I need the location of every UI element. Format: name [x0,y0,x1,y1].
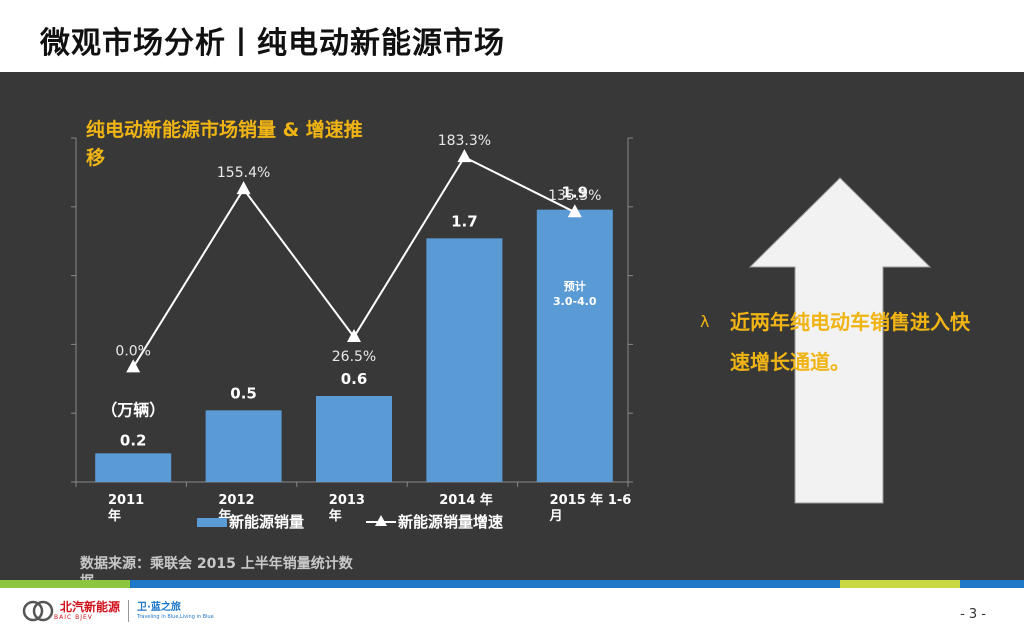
legend-marker-growth [375,515,387,526]
brand-name-en: BAIC BJEV [54,614,93,621]
growth-value-label: 155.4% [217,165,270,181]
slogan: 卫·蓝之旅 [137,602,181,613]
growth-marker-2 [347,328,361,342]
footer-logo: 北汽新能源 BAIC BJEV 卫·蓝之旅 Traveling in Blue,… [22,598,214,624]
logo-divider [128,600,130,622]
growth-up-arrow-icon [748,177,932,504]
growth-marker-1 [236,181,251,195]
legend-label-growth: 新能源销量增速 [398,513,503,531]
bar-value-label: 1.9 [562,184,589,202]
page-number: - 3 - [960,607,986,622]
bar-2 [316,396,392,482]
chart-title-cont: 移 [86,146,105,169]
bar-1 [205,410,282,482]
growth-marker-3 [457,149,472,163]
bullet-marker: λ [700,312,710,331]
x-tick-label: 2013 [329,493,365,508]
forecast-range: 3.0-4.0 [553,295,597,308]
bar-value-label: 0.6 [341,370,368,388]
baic-logo-icon [22,600,54,622]
slide-title: 微观市场分析丨纯电动新能源市场 [40,26,505,61]
forecast-label: 预计 [564,279,586,293]
footer-strip-blue-end [960,580,1024,588]
x-tick-label: 2014 年 [439,492,493,508]
footer-strip-lime [840,580,960,588]
source-note-cont: 据 [80,573,94,580]
growth-value-label: 135.3% [548,188,601,204]
x-tick-label: 月 [549,509,563,524]
x-tick-label: 2015 年 1-6 [550,492,632,508]
key-insight: λ 近两年纯电动车销售进入快速增长通道。 [700,302,970,382]
bar-value-label: 0.5 [230,384,257,402]
bar-3 [426,238,503,482]
growth-marker-0 [126,359,141,373]
unit-label: （万辆） [101,400,165,419]
chart-title: 纯电动新能源市场销量 & 增速推 [86,118,363,141]
bar-value-label: 0.2 [120,431,147,449]
legend-swatch-bars [197,518,227,527]
bar-4 [536,209,613,482]
source-note: 数据来源：乘联会 2015 上半年销量统计数 [80,555,354,572]
bar-value-label: 1.7 [451,212,478,230]
x-tick-label: 2011 [108,493,144,508]
bar-0 [95,453,172,482]
growth-value-label: 0.0% [115,343,151,359]
footer-strip-blue [130,580,840,588]
footer-strip-green [0,580,130,588]
x-tick-label: 年 [108,508,121,524]
x-tick-label: 2012 [218,493,254,508]
legend-label-bars: 新能源销量 [229,513,304,531]
x-tick-label: 年 [329,508,342,524]
slogan-en: Traveling in Blue,Living in Blue [137,614,214,620]
growth-value-label: 26.5% [332,349,376,365]
growth-marker-4 [567,204,582,218]
insight-text: 近两年纯电动车销售进入快速增长通道。 [730,310,970,374]
growth-value-label: 183.3% [438,133,491,149]
brand-name: 北汽新能源 [60,600,121,614]
